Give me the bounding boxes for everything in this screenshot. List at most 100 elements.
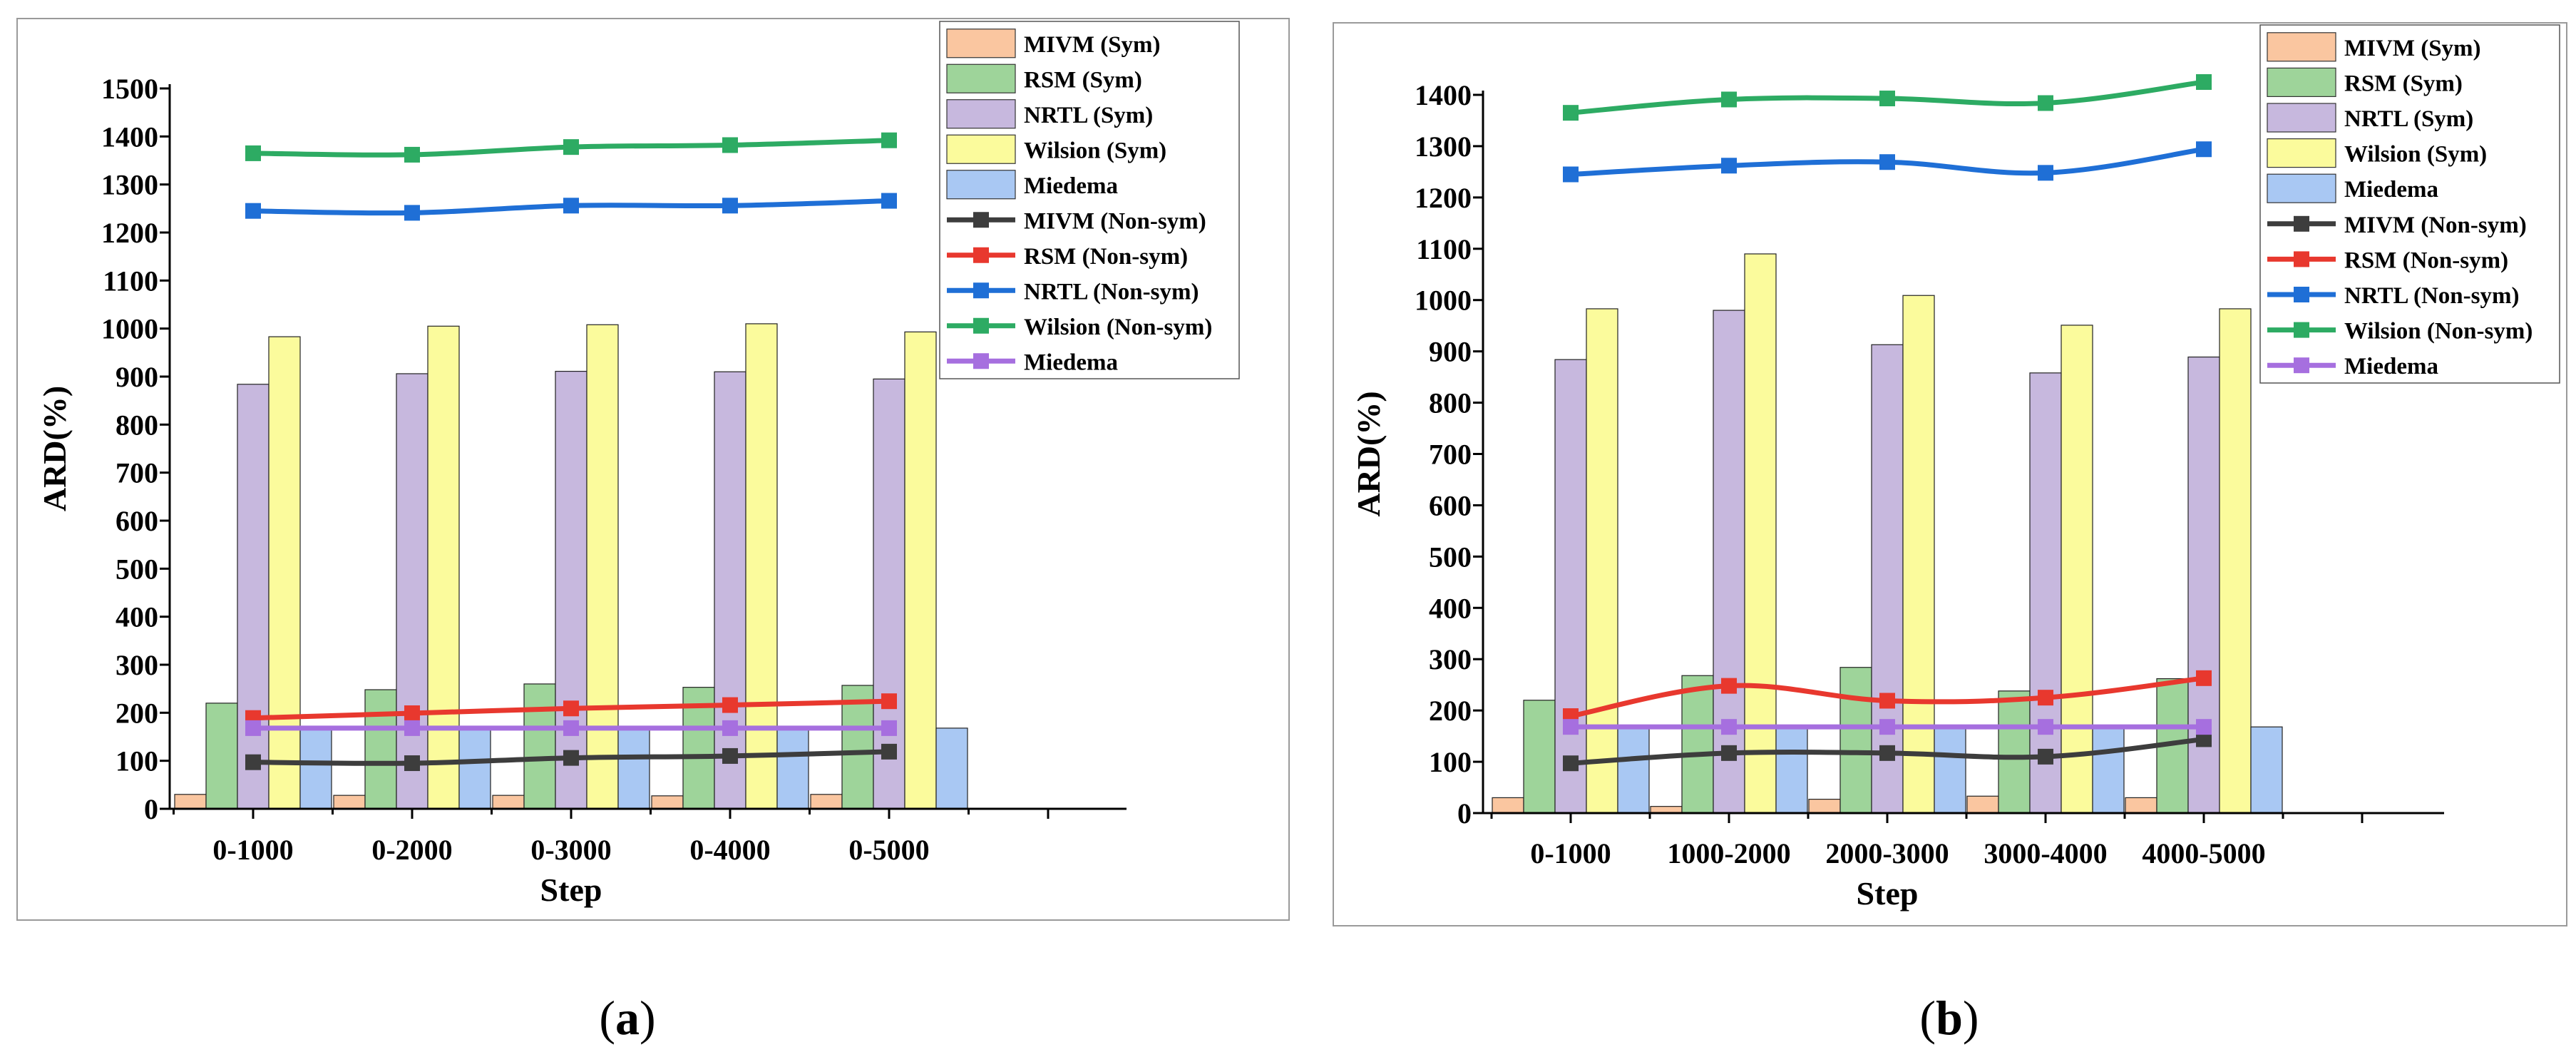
panel-b-ytick-label-500: 500 (1429, 541, 1472, 573)
panel-a-ylabel: ARD(%) (36, 386, 73, 511)
panel-b-bar-miedema-0 (1617, 726, 1650, 814)
panel-a-legend-label-mivm-sym-bar: MIVM (Sym) (1024, 32, 1161, 58)
panel-a-point-mivm-non-sym-1 (404, 755, 420, 772)
panel-b-bar-nrtl-sym-0 (1554, 359, 1587, 814)
panel-b-ytick-label-400: 400 (1429, 592, 1472, 624)
panel-a-xtick-label-4: 0-5000 (848, 834, 929, 866)
panel-b-bar-mivm-sym-4 (2125, 797, 2157, 814)
panel-a-bar-rsm-sym-2 (523, 683, 556, 810)
panel-b-bar-rsm-sym-0 (1523, 700, 1556, 814)
panel-a-ytick-label-1100: 1100 (103, 265, 158, 297)
panel-a-point-miedema-0 (245, 720, 261, 736)
panel-a-point-mivm-non-sym-2 (563, 750, 579, 766)
panel-b-bar-miedema-1 (1775, 726, 1808, 814)
panel-b-legend-label-rsm-sym-bar: RSM (Sym) (2344, 71, 2463, 96)
panel-a-xtick-label-0: 0-1000 (212, 834, 293, 866)
panel-a-point-nrtl-non-sym-3 (722, 198, 738, 214)
panel-a-chart: 0 100 200 300 400 500 600 700 800 900 1000 1100 1200… (36, 21, 1240, 908)
panel-b-legend-label-nrtl-non-sym-line: NRTL (Non-sym) (2344, 283, 2519, 309)
panel-b-chart: 0 100 200 300 400 500 600 700 800 900 1000 1100 1200… (1350, 24, 2560, 912)
panel-b-legend-marker-miedema-line (2294, 357, 2309, 374)
panel-a-point-rsm-non-sym-4 (881, 693, 897, 710)
panel-b-bar-rsm-sym-2 (1839, 667, 1872, 814)
panel-b-point-mivm-non-sym-0 (1563, 755, 1579, 772)
panel-a-ytick-label-600: 600 (116, 505, 158, 537)
panel-b-legend-marker-rsm-non-sym-line (2294, 251, 2309, 267)
panel-a-bar-wilsion-sym-4 (904, 331, 937, 810)
panel-a-bar-nrtl-sym-0 (237, 384, 270, 810)
panel-a-legend-marker-wilsion-non-sym-line (973, 317, 989, 334)
panel-a-point-wilsion-non-sym-0 (245, 145, 261, 161)
panel-a-bar-nrtl-sym-3 (714, 371, 746, 810)
panel-a-point-nrtl-non-sym-2 (563, 198, 579, 214)
panel-a-point-mivm-non-sym-3 (722, 747, 738, 764)
panel-a-bar-mivm-sym-1 (333, 795, 366, 810)
panel-a-legend-swatch-mivm-sym-bar (946, 29, 1016, 58)
panel-b-bar-wilsion-sym-3 (2061, 325, 2093, 814)
panel-b-point-miedema-2 (1879, 719, 1895, 735)
panel-a-legend-swatch-wilsion-sym-bar (946, 134, 1016, 164)
panel-b-point-miedema-3 (2038, 719, 2053, 735)
panel-a-bar-nrtl-sym-4 (873, 378, 905, 810)
panel-b-legend-label-wilsion-non-sym-line: Wilsion (Non-sym) (2344, 319, 2533, 344)
panel-b-point-mivm-non-sym-4 (2196, 731, 2212, 747)
panel-a-ytick-label-800: 800 (116, 409, 158, 441)
panel-b-legend-label-wilsion-sym-bar: Wilsion (Sym) (2344, 142, 2487, 168)
panel-b-point-nrtl-non-sym-1 (1721, 158, 1737, 174)
panel-b-bar-wilsion-sym-2 (1902, 295, 1935, 814)
panel-b-ytick-label-1200: 1200 (1415, 182, 1472, 214)
panel-b-bar-miedema-3 (2092, 726, 2125, 814)
panel-b-ytick-label-1400: 1400 (1415, 79, 1472, 111)
panel-a-point-rsm-non-sym-1 (404, 705, 420, 722)
panel-b-point-wilsion-non-sym-3 (2038, 95, 2053, 111)
panel-b-xtick-label-1: 1000-2000 (1667, 837, 1790, 869)
panel-a-point-rsm-non-sym-2 (563, 700, 579, 717)
panel-a-legend-swatch-rsm-sym-bar (946, 63, 1016, 93)
panel-a-point-miedema-3 (722, 720, 738, 736)
panel-a-legend-label-nrtl-non-sym-line: NRTL (Non-sym) (1024, 279, 1199, 305)
panel-a-legend-marker-miedema-line (973, 353, 989, 369)
panel-b-ytick-label-0: 0 (1457, 797, 1472, 829)
panel-a-legend-label-mivm-non-sym-line: MIVM (Non-sym) (1024, 208, 1206, 234)
panel-a-bar-wilsion-sym-2 (586, 324, 619, 810)
panel-a-legend-swatch-miedema-bar (946, 170, 1016, 200)
panel-a-legend-label-rsm-non-sym-line: RSM (Non-sym) (1024, 244, 1188, 270)
panel-b-ytick-label-700: 700 (1429, 439, 1472, 471)
panel-b-ytick-label-900: 900 (1429, 336, 1472, 368)
panel-b-bar-wilsion-sym-1 (1744, 253, 1777, 814)
panel-b-legend-label-nrtl-sym-bar: NRTL (Sym) (2344, 106, 2473, 132)
panel-a-point-miedema-2 (563, 720, 579, 736)
panel-b-legend-marker-nrtl-non-sym-line (2294, 287, 2309, 302)
panel-b-legend-swatch-mivm-sym-bar (2267, 32, 2336, 62)
panel-a-bar-wilsion-sym-3 (745, 323, 778, 810)
panel-a-legend-label-nrtl-sym-bar: NRTL (Sym) (1024, 103, 1153, 128)
panel-b-point-mivm-non-sym-3 (2038, 748, 2053, 765)
panel-a-point-wilsion-non-sym-2 (563, 139, 579, 155)
panel-b-ytick-label-300: 300 (1429, 643, 1472, 675)
panel-b-point-nrtl-non-sym-0 (1563, 166, 1579, 183)
panel-a-bar-rsm-sym-1 (364, 689, 397, 810)
panel-a-legend-label-rsm-sym-bar: RSM (Sym) (1024, 67, 1142, 93)
panel-b-point-miedema-1 (1721, 719, 1737, 735)
panel-b-legend-marker-wilsion-non-sym-line (2294, 322, 2309, 338)
panel-a-point-wilsion-non-sym-1 (404, 146, 420, 163)
panel-a-bar-nrtl-sym-1 (396, 373, 429, 810)
panel-a-xtick-label-2: 0-3000 (530, 834, 611, 866)
panel-a-point-nrtl-non-sym-4 (881, 193, 897, 209)
panel-a-label: (a) (599, 991, 655, 1045)
panel-a-point-rsm-non-sym-3 (722, 697, 738, 713)
panel-b-legend-marker-mivm-non-sym-line (2294, 215, 2309, 232)
panel-b-bar-wilsion-sym-4 (2219, 308, 2252, 814)
panel-a-bar-mivm-sym-4 (810, 794, 843, 810)
panel-b-xtick-label-0: 0-1000 (1530, 837, 1611, 869)
panel-a-ytick-label-1000: 1000 (101, 313, 158, 345)
panel-a-ytick-label-400: 400 (116, 601, 158, 633)
panel-b-ytick-label-1000: 1000 (1415, 285, 1472, 317)
panel-b-ytick-label-1300: 1300 (1415, 131, 1472, 163)
panel-a-point-miedema-4 (881, 720, 897, 736)
panel-a-point-miedema-1 (404, 720, 420, 736)
panel-b-bar-mivm-sym-2 (1808, 798, 1841, 814)
panel-a-xtick-label-1: 0-2000 (371, 834, 452, 866)
panel-a-bar-miedema-0 (299, 727, 332, 810)
